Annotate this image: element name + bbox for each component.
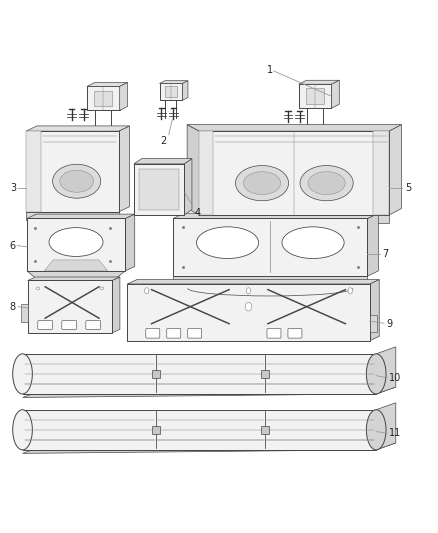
Polygon shape (367, 213, 378, 276)
Polygon shape (87, 83, 127, 86)
Polygon shape (299, 80, 339, 84)
Polygon shape (134, 159, 192, 164)
Polygon shape (373, 131, 389, 215)
Ellipse shape (60, 170, 93, 192)
Polygon shape (28, 277, 120, 280)
Ellipse shape (245, 302, 252, 311)
Polygon shape (165, 86, 177, 98)
Ellipse shape (13, 354, 32, 394)
Polygon shape (152, 426, 159, 434)
Polygon shape (199, 131, 389, 215)
Polygon shape (299, 84, 332, 108)
Polygon shape (261, 370, 269, 378)
Polygon shape (94, 91, 112, 106)
Polygon shape (389, 125, 402, 215)
Polygon shape (173, 213, 378, 219)
Ellipse shape (366, 354, 386, 394)
Text: 5: 5 (405, 183, 411, 193)
Text: 9: 9 (386, 319, 392, 329)
FancyBboxPatch shape (146, 328, 160, 338)
Ellipse shape (366, 410, 386, 450)
Text: 8: 8 (10, 302, 16, 312)
Polygon shape (112, 277, 120, 333)
Polygon shape (26, 131, 41, 212)
Polygon shape (26, 131, 119, 212)
Polygon shape (187, 125, 199, 215)
Text: 7: 7 (382, 249, 388, 259)
FancyBboxPatch shape (167, 328, 181, 338)
Polygon shape (120, 83, 127, 110)
Text: 4: 4 (194, 208, 201, 218)
Polygon shape (27, 214, 135, 219)
Ellipse shape (53, 164, 101, 198)
Polygon shape (21, 304, 28, 322)
FancyBboxPatch shape (188, 328, 202, 338)
FancyBboxPatch shape (288, 328, 302, 338)
Polygon shape (199, 131, 213, 215)
Ellipse shape (197, 227, 259, 259)
Ellipse shape (145, 288, 149, 294)
Polygon shape (370, 314, 378, 332)
Polygon shape (261, 426, 269, 434)
Ellipse shape (300, 166, 353, 201)
Polygon shape (376, 403, 396, 450)
Text: 2: 2 (160, 136, 166, 147)
Polygon shape (27, 271, 125, 282)
Polygon shape (87, 86, 120, 110)
FancyBboxPatch shape (38, 321, 53, 329)
FancyBboxPatch shape (62, 321, 77, 329)
Polygon shape (184, 159, 192, 215)
Ellipse shape (246, 288, 251, 294)
Polygon shape (22, 387, 396, 398)
Polygon shape (199, 215, 389, 223)
Ellipse shape (13, 410, 32, 450)
Text: 11: 11 (389, 429, 402, 438)
Polygon shape (173, 219, 367, 276)
Polygon shape (139, 169, 179, 210)
Polygon shape (22, 354, 376, 394)
Polygon shape (27, 219, 125, 271)
Ellipse shape (244, 172, 281, 195)
Polygon shape (127, 280, 379, 284)
Polygon shape (332, 80, 339, 108)
Polygon shape (22, 443, 396, 454)
Ellipse shape (49, 228, 103, 256)
Polygon shape (376, 347, 396, 394)
Text: 3: 3 (10, 183, 16, 193)
FancyBboxPatch shape (86, 321, 101, 329)
Ellipse shape (36, 287, 39, 289)
Ellipse shape (282, 227, 344, 259)
Text: 1: 1 (268, 65, 274, 75)
Polygon shape (159, 80, 188, 84)
Polygon shape (26, 126, 130, 131)
Ellipse shape (348, 288, 353, 294)
Polygon shape (28, 280, 112, 333)
Polygon shape (44, 260, 108, 271)
Polygon shape (134, 164, 184, 215)
Polygon shape (22, 410, 376, 450)
Polygon shape (159, 84, 183, 100)
Polygon shape (125, 214, 135, 271)
Polygon shape (26, 212, 119, 220)
FancyBboxPatch shape (267, 328, 281, 338)
Text: 6: 6 (9, 240, 15, 251)
Polygon shape (152, 370, 159, 378)
Ellipse shape (236, 166, 289, 201)
Text: 10: 10 (389, 373, 402, 383)
Polygon shape (306, 88, 324, 104)
Polygon shape (370, 280, 379, 341)
Polygon shape (173, 276, 367, 288)
Ellipse shape (308, 172, 345, 195)
Polygon shape (127, 284, 370, 341)
Polygon shape (119, 126, 130, 212)
Ellipse shape (100, 287, 104, 289)
Polygon shape (183, 80, 188, 100)
Polygon shape (187, 125, 402, 131)
